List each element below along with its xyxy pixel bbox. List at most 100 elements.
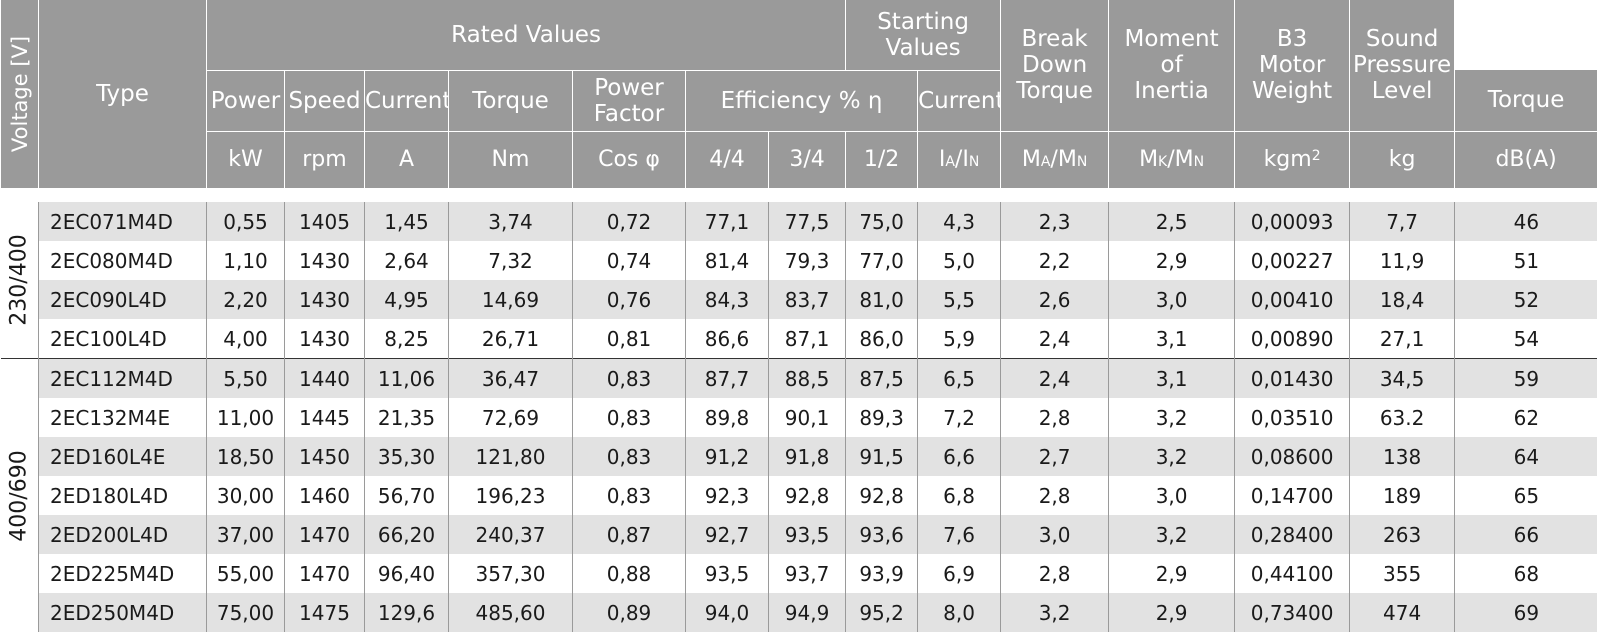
ma-sub: A [1041,154,1051,170]
cell-weight: 138 [1350,437,1455,476]
current-header: Current [365,70,449,131]
cell-power: 37,00 [207,515,285,554]
cell-break-down-torque: 3,1 [1109,359,1235,399]
cell-start-torque: 2,8 [1001,554,1109,593]
cell-weight: 27,1 [1350,319,1455,359]
break-down-torque-line2: Down [1001,52,1108,78]
cell-speed: 1405 [285,202,365,241]
cell-speed: 1445 [285,398,365,437]
cell-eff-three-quarter: 88,5 [769,359,846,399]
ia-sub: A [945,154,955,170]
cell-inertia: 0,00890 [1235,319,1350,359]
cell-speed: 1475 [285,593,365,632]
moment-of-inertia-line2: of [1109,52,1234,78]
cell-break-down-torque: 2,9 [1109,554,1235,593]
cell-sound: 69 [1455,593,1597,632]
cell-weight: 189 [1350,476,1455,515]
cell-eff-three-quarter: 93,7 [769,554,846,593]
cell-inertia: 0,08600 [1235,437,1350,476]
motor-spec-table: Voltage [V] Type Rated Values Starting V… [0,0,1597,632]
cell-inertia: 0,03510 [1235,398,1350,437]
cell-eff-full: 94,0 [686,593,769,632]
cell-inertia: 0,28400 [1235,515,1350,554]
cell-start-torque: 2,7 [1001,437,1109,476]
ma-main: M [1022,147,1041,172]
cell-sound: 64 [1455,437,1597,476]
cell-torque: 36,47 [449,359,573,399]
voltage-group-label: 230/400 [7,234,32,325]
cell-inertia: 0,00093 [1235,202,1350,241]
efficiency-three-quarter-load: 3/4 [769,131,846,188]
sound-pressure-line3: Level [1350,78,1454,104]
cell-break-down-torque: 3,2 [1109,398,1235,437]
cell-start-current: 6,9 [918,554,1001,593]
torque-unit: Nm [449,131,573,188]
cell-start-current: 7,6 [918,515,1001,554]
cell-type: 2EC132M4E [39,398,207,437]
cell-torque: 26,71 [449,319,573,359]
sound-pressure-line2: Pressure [1350,52,1454,78]
cell-eff-half: 81,0 [846,280,918,319]
cell-power-factor: 0,74 [573,241,686,280]
mk-main: M [1139,147,1158,172]
ma-slash: /M [1050,147,1076,172]
cell-break-down-torque: 3,0 [1109,280,1235,319]
cell-weight: 63.2 [1350,398,1455,437]
cell-current: 11,06 [365,359,449,399]
mk-sub2: N [1194,154,1204,170]
cell-sound: 59 [1455,359,1597,399]
cell-power: 5,50 [207,359,285,399]
cell-speed: 1430 [285,280,365,319]
motor-weight-line1: B3 [1235,26,1349,52]
inertia-main: kgm [1264,147,1312,172]
cell-eff-half: 89,3 [846,398,918,437]
cell-speed: 1430 [285,319,365,359]
speed-header: Speed [285,70,365,131]
cell-eff-half: 93,9 [846,554,918,593]
cell-break-down-torque: 3,0 [1109,476,1235,515]
cell-power: 55,00 [207,554,285,593]
sound-pressure-line1: Sound [1350,26,1454,52]
cell-power-factor: 0,87 [573,515,686,554]
starting-torque-header: Torque [1455,70,1597,131]
cell-type: 2EC071M4D [39,202,207,241]
cell-eff-three-quarter: 90,1 [769,398,846,437]
cell-current: 56,70 [365,476,449,515]
cell-power: 30,00 [207,476,285,515]
cell-eff-three-quarter: 87,1 [769,319,846,359]
cell-start-current: 6,8 [918,476,1001,515]
cell-current: 66,20 [365,515,449,554]
cell-break-down-torque: 2,9 [1109,593,1235,632]
mk-slash: /M [1167,147,1193,172]
cell-power-factor: 0,76 [573,280,686,319]
motor-weight-line3: Weight [1235,78,1349,104]
cell-speed: 1470 [285,554,365,593]
cell-start-current: 5,9 [918,319,1001,359]
ma-sub2: N [1077,154,1087,170]
motor-weight-header: B3 Motor Weight [1235,0,1350,131]
speed-unit: rpm [285,131,365,188]
type-header: Type [39,0,207,188]
rated-values-header: Rated Values [207,0,846,70]
starting-torque-unit: MA/MN [1001,131,1109,188]
cell-power: 18,50 [207,437,285,476]
cell-power: 4,00 [207,319,285,359]
starting-values-line2: Values [846,35,1000,61]
cell-eff-three-quarter: 91,8 [769,437,846,476]
cell-weight: 11,9 [1350,241,1455,280]
cell-power: 75,00 [207,593,285,632]
power-factor-line1: Power [573,75,685,101]
moment-of-inertia-header: Moment of Inertia [1109,0,1235,131]
cell-inertia: 0,00410 [1235,280,1350,319]
power-header: Power [207,70,285,131]
cell-torque: 7,32 [449,241,573,280]
cell-eff-half: 75,0 [846,202,918,241]
cell-eff-three-quarter: 79,3 [769,241,846,280]
cell-weight: 355 [1350,554,1455,593]
efficiency-half-load: 1/2 [846,131,918,188]
